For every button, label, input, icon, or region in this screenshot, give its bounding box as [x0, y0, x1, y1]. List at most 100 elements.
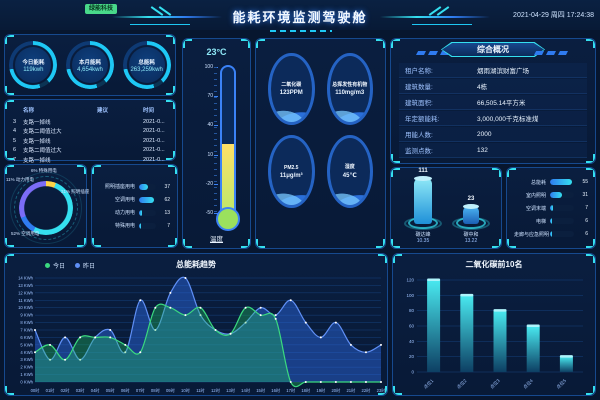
overview-value: 烟雨湖滨财富广场: [477, 68, 529, 75]
thermometer-tube: [220, 65, 236, 219]
bar-row: 特殊用电 7: [99, 222, 170, 229]
cylinder-cap: [414, 176, 432, 181]
y-tick-label: 6 KWh: [20, 335, 33, 340]
legend-item-今日[interactable]: 今日: [45, 261, 65, 270]
legend-item-昨日[interactable]: 昨日: [75, 261, 95, 270]
stat-label: 今日能耗: [22, 59, 45, 66]
overview-row: 建筑数量: 4栋: [399, 79, 587, 94]
x-tick-label: 点位1: [422, 377, 435, 390]
alarm-time: 2021-0...: [143, 118, 165, 125]
alarm-row[interactable]: 3 支路一掉线 2021-0...: [13, 117, 167, 127]
x-tick-label: 20时: [331, 387, 341, 393]
co2-bar: [427, 280, 441, 372]
y-tick-label: 10 KWh: [18, 305, 34, 310]
cylinder-body: [414, 178, 432, 224]
bar-fill: [550, 179, 573, 185]
series-area-昨日: [35, 277, 381, 382]
alarm-row[interactable]: 6 支路二阈值过大 2021-0...: [13, 146, 167, 156]
thermometer-minor-ticks: [214, 67, 217, 213]
legend-dot-icon: [75, 263, 81, 268]
bar-track: [550, 205, 574, 211]
gauge-label: 二氧化碳: [281, 82, 302, 88]
header-decor-underline-left: [130, 24, 190, 25]
alarm-name: 支路二阈值过大: [23, 129, 62, 136]
panel-trend-chart: 总能耗趋势 今日 昨日 0 KWh 1 KWh 2 KWh 3 KWh 4 KWh 5 KW…: [4, 253, 388, 396]
overview-title: 综合概况: [442, 43, 544, 56]
x-tick-label: 11时: [196, 387, 205, 393]
x-tick-label: 03时: [76, 387, 86, 393]
bar-track: [139, 222, 156, 229]
data-point: [109, 336, 112, 339]
data-point: [380, 343, 382, 346]
alarm-row[interactable]: 4 支路二阈值过大 2021-0...: [13, 127, 167, 137]
alarm-idx: 5: [13, 137, 17, 144]
stat-circle-row: 今日能耗 119kwh 本月能耗 4,654kwh 总能耗 263,259kwh: [5, 35, 175, 95]
data-point: [64, 336, 67, 339]
series-area-今日: [35, 304, 381, 387]
bar-fill: [550, 231, 553, 237]
x-tick-label: 13时: [226, 387, 236, 393]
bar-label: 空调末端: [525, 205, 546, 212]
data-point: [259, 314, 262, 317]
bar-value: 31: [582, 192, 588, 198]
panel-subentry-bars: 总能耗 55 室内照明 31 空调末端 7 电梯 6 走廊与应急照明 6: [506, 167, 596, 249]
bar-track: [550, 218, 574, 224]
x-tick-label: 06时: [121, 387, 131, 393]
trend-chart: 0 KWh 1 KWh 2 KWh 3 KWh 4 KWh 5 KWh 6 KWh 7 KWh…: [18, 276, 386, 394]
y-tick-label: 9 KWh: [20, 313, 33, 318]
panel-air-quality-gauges: 二氧化碳 123PPM 总挥发性有机物 110mg/m3 PM2.5 11μg/m³ 湿度 4…: [255, 38, 386, 249]
co2-bar: [526, 326, 540, 372]
donut-dashed-ring: [14, 176, 78, 240]
bar-label: 总能耗: [530, 179, 546, 186]
alarm-col-idx: [13, 106, 23, 114]
alarm-name: 支路二阈值过大: [23, 148, 62, 155]
gauge-label: PM2.5: [284, 164, 299, 171]
data-point: [304, 381, 307, 383]
header-decor-line-left: [112, 16, 222, 18]
x-tick-label: 00时: [31, 387, 41, 393]
gauge-value: 110mg/m3: [335, 90, 365, 96]
carbon-cylinder-group: 23 碳中和 13.22: [449, 196, 493, 244]
y-tick-label: 40: [409, 339, 415, 344]
data-point: [154, 329, 157, 331]
data-point: [259, 306, 262, 309]
alarm-time: 2021-0...: [143, 137, 165, 144]
bar-fill: [550, 192, 563, 198]
y-tick-label: 0: [411, 370, 414, 375]
stat-core: 总能耗 263,259kwh: [128, 47, 165, 83]
stat-label: 本月能耗: [78, 59, 101, 66]
title-dash-decor: [270, 30, 332, 32]
data-point: [34, 351, 36, 354]
bar-value: 6: [585, 231, 588, 237]
alarm-time: 2021-0...: [143, 147, 165, 154]
thermometer-tick: 10: [207, 151, 218, 158]
donut-slice-label: 6% 特殊用电: [31, 168, 57, 173]
data-point: [49, 358, 52, 361]
x-tick-label: 07时: [136, 387, 146, 393]
co2-bar: [493, 310, 507, 372]
donut-slice-label: 11% 动力用电: [6, 177, 34, 182]
panel-usage-bars: 照明插座用电 37 空调用电 62 动力用电 13 特殊用电 7: [91, 164, 178, 248]
carbon-cylinder: [403, 174, 443, 230]
x-tick-label: 16时: [271, 387, 281, 393]
alarm-row[interactable]: 7 支路一掉线 2021-0...: [13, 155, 167, 165]
gauge-1: 二氧化碳 123PPM: [268, 53, 315, 125]
y-tick-label: 60: [409, 324, 415, 329]
x-tick-label: 21时: [346, 387, 356, 393]
usage-bar-list: 照明插座用电 37 空调用电 62 动力用电 13 特殊用电 7: [92, 165, 177, 247]
carbon-cylinder-group: 111 碳达峰 10.35: [401, 168, 445, 244]
donut-slice-label: 31% 照明插座: [61, 189, 90, 194]
thermometer-tick: 40: [207, 122, 218, 129]
carbon-value: 23: [467, 196, 475, 202]
overview-label: 租户名称:: [405, 68, 433, 75]
alarm-row[interactable]: 5 支路一掉线 2021-0...: [13, 136, 167, 146]
co2-chart-title: 二氧化碳前10名: [465, 260, 523, 269]
y-tick-label: 80: [409, 308, 415, 313]
bar-value: 55: [582, 179, 588, 185]
alarm-idx: 7: [13, 156, 17, 163]
x-tick-label: 22时: [362, 387, 372, 393]
data-point: [319, 381, 322, 383]
data-point: [334, 381, 337, 383]
data-point: [349, 343, 352, 346]
stat-circle: 今日能耗 119kwh: [9, 41, 58, 89]
